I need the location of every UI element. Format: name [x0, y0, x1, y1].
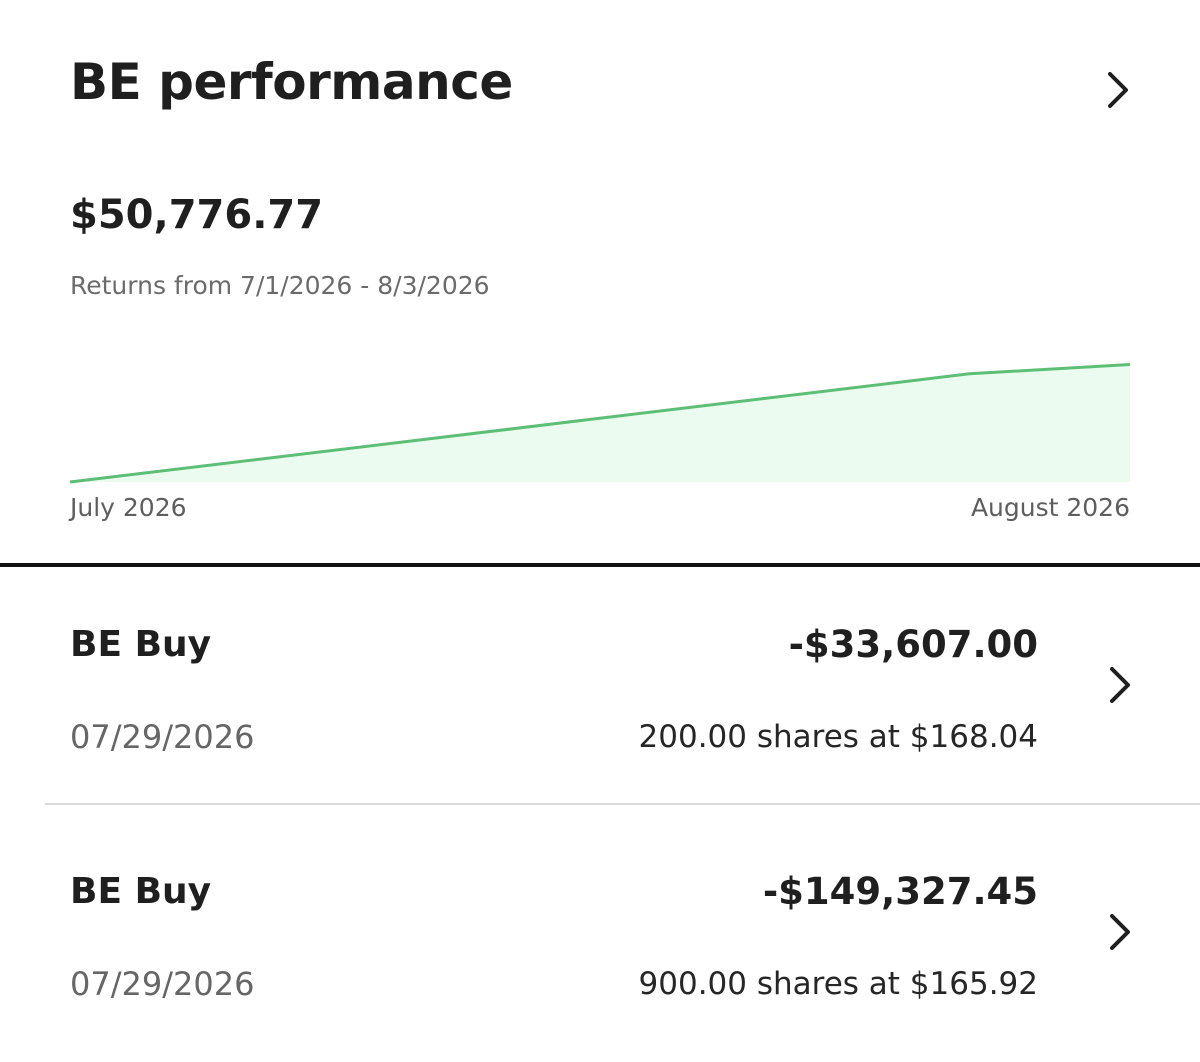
- chart-series-line: [69, 363, 1131, 484]
- transaction-title: BE Buy: [70, 871, 212, 912]
- transaction-date: 07/29/2026: [70, 718, 255, 756]
- transaction-amount: -$33,607.00: [788, 623, 1038, 666]
- transaction-title: BE Buy: [70, 624, 212, 665]
- chevron-right-icon[interactable]: [1104, 70, 1132, 110]
- x-axis-label-end: August 2026: [970, 493, 1130, 522]
- transaction-shares-detail: 200.00 shares at $168.04: [638, 719, 1038, 755]
- performance-header[interactable]: BE performance: [70, 52, 1140, 122]
- transaction-date: 07/29/2026: [70, 965, 255, 1003]
- transaction-row[interactable]: BE Buy -$33,607.00 07/29/2026 200.00 sha…: [0, 615, 1200, 815]
- transaction-amount: -$149,327.45: [762, 870, 1038, 913]
- performance-chart: [69, 363, 1131, 484]
- section-divider: [0, 563, 1200, 567]
- x-axis-label-start: July 2026: [70, 493, 187, 522]
- returns-range: Returns from 7/1/2026 - 8/3/2026: [70, 271, 490, 300]
- performance-value: $50,776.77: [70, 192, 324, 238]
- page-title: BE performance: [70, 53, 513, 111]
- chevron-right-icon[interactable]: [1106, 912, 1134, 952]
- chevron-right-icon[interactable]: [1106, 665, 1134, 705]
- transaction-row[interactable]: BE Buy -$149,327.45 07/29/2026 900.00 sh…: [0, 862, 1200, 1062]
- row-divider: [45, 803, 1200, 805]
- chart-area-fill: [70, 364, 1130, 482]
- transaction-shares-detail: 900.00 shares at $165.92: [638, 966, 1038, 1002]
